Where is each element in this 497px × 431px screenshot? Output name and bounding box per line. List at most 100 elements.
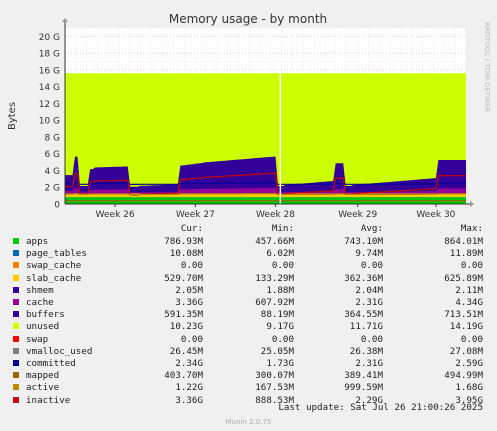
x-tick-label: Week 27 — [176, 210, 215, 220]
legend-min: 167.53M — [255, 382, 294, 394]
legend-row-buffers: buffers 591.35M 88.19M 364.55M 713.51M — [0, 309, 497, 321]
legend-swatch — [13, 323, 19, 330]
y-tick-label: 16 G — [39, 66, 60, 76]
legend-cur: 1.22G — [175, 382, 203, 394]
line-active — [65, 193, 466, 196]
y-tick-label: 20 G — [39, 33, 60, 43]
y-tick-label: 0 — [54, 201, 60, 211]
legend-header-avg: Avg: — [360, 223, 383, 234]
legend-max: 4.34G — [455, 297, 483, 308]
legend-header-max: Max: — [460, 223, 483, 234]
legend-cur: 10.08M — [169, 248, 203, 260]
legend-max: 0.00 — [460, 260, 483, 272]
legend-cur: 786.93M — [164, 236, 203, 247]
legend-cur: 26.45M — [169, 345, 203, 357]
legend-cur: 3.36G — [175, 394, 203, 406]
legend-avg: 9.74M — [355, 248, 383, 260]
legend-swatch — [13, 347, 19, 354]
legend-name: buffers — [26, 309, 65, 321]
legend-avg: 11.71G — [349, 321, 383, 333]
legend-cur: 0.00 — [180, 333, 203, 345]
legend-min: 300.07M — [255, 370, 294, 382]
y-tick-label: 8 G — [44, 133, 60, 143]
legend-swatch — [13, 299, 19, 305]
memory-chart: Memory usage - by month Bytes RRDTOOL / … — [7, 12, 491, 220]
legend-avg: 743.10M — [344, 236, 383, 247]
legend-avg: 2.04M — [355, 284, 383, 296]
legend-avg: 26.38M — [349, 345, 383, 357]
legend-max: 27.08M — [449, 345, 483, 357]
legend-swatch — [13, 396, 19, 403]
legend-avg: 0.00 — [360, 333, 383, 345]
legend-cur: 529.70M — [164, 272, 203, 284]
legend-row-page-tables: page_tables 10.08M 6.02M 9.74M 11.89M — [0, 248, 497, 260]
legend-max: 0.00 — [460, 333, 483, 345]
legend-cur: 3.36G — [175, 297, 203, 308]
legend-cur: 403.70M — [164, 370, 203, 382]
y-tick-label: 6 G — [44, 150, 60, 160]
legend-row-inactive: inactive 3.36G 888.53M 2.29G 3.95G — [0, 395, 497, 407]
x-tick-label: Week 29 — [338, 210, 377, 220]
area-unused — [65, 73, 466, 204]
legend-max: 1.68G — [455, 382, 483, 394]
legend-swatch — [13, 250, 19, 257]
legend-max: 625.89M — [444, 272, 483, 284]
legend-name: active — [26, 382, 60, 394]
x-tick-label: Week 30 — [416, 210, 455, 220]
legend-row-active: active 1.22G 167.53M 999.59M 1.68G — [0, 382, 497, 394]
y-tick-label: 4 G — [44, 167, 60, 177]
rrdtool-watermark: RRDTOOL / TOBI OETIKER — [483, 22, 491, 112]
legend-row-slab-cache: slab_cache 529.70M 133.29M 362.36M 625.89M — [0, 273, 497, 285]
legend-row-unused: unused 10.23G 9.17G 11.71G 14.19G — [0, 321, 497, 333]
legend-name: page_tables — [26, 248, 87, 260]
y-tick-label: 2 G — [44, 184, 60, 194]
legend-min: 25.05M — [260, 345, 294, 357]
legend-cur: 10.23G — [169, 321, 203, 333]
legend-header-min: Min: — [271, 223, 294, 234]
legend-min: 6.02M — [266, 248, 294, 260]
legend-row-mapped: mapped 403.70M 300.07M 389.41M 494.99M — [0, 370, 497, 382]
legend-name: swap — [26, 333, 49, 345]
legend-name: vmalloc_used — [26, 345, 93, 357]
legend-avg: 2.31G — [355, 297, 383, 308]
legend-min: 9.17G — [266, 321, 294, 333]
legend-max: 2.11M — [455, 284, 483, 296]
x-tick-label: Week 26 — [96, 210, 135, 220]
legend-name: cache — [26, 297, 54, 308]
y-tick-label: 18 G — [39, 50, 60, 60]
legend-swatch — [13, 238, 19, 244]
legend-max: 713.51M — [444, 309, 483, 321]
legend-name: mapped — [26, 370, 60, 382]
legend-avg: 362.36M — [344, 272, 383, 284]
chart-title: Memory usage - by month — [169, 12, 327, 26]
legend-max: 2.59G — [455, 358, 483, 369]
legend-header-cur: Cur: — [180, 223, 203, 234]
legend-min: 0.00 — [271, 260, 294, 272]
legend-max: 864.01M — [444, 236, 483, 247]
legend-avg: 999.59M — [344, 382, 383, 394]
legend-avg: 2.29G — [355, 394, 383, 406]
legend-swatch — [13, 384, 19, 391]
legend-row-vmalloc-used: vmalloc_used 26.45M 25.05M 26.38M 27.08M — [0, 346, 497, 358]
legend-min: 1.73G — [266, 358, 294, 369]
legend-max: 3.95G — [455, 394, 483, 406]
legend-min: 1.88M — [266, 284, 294, 296]
stacked-areas — [65, 73, 466, 204]
legend-row-swap: swap 0.00 0.00 0.00 0.00 — [0, 334, 497, 346]
y-tick-label: 12 G — [39, 100, 60, 110]
legend-max: 14.19G — [449, 321, 483, 333]
legend-avg: 0.00 — [360, 260, 383, 272]
legend-name: shmem — [26, 284, 54, 296]
legend-name: committed — [26, 358, 76, 369]
y-tick-label: 10 G — [39, 117, 60, 127]
legend-row-swap-cache: swap_cache 0.00 0.00 0.00 0.00 — [0, 260, 497, 272]
legend-min: 88.19M — [260, 309, 294, 321]
legend-header: Cur: Min: Avg: Max: — [0, 223, 497, 235]
legend-avg: 389.41M — [344, 370, 383, 382]
legend-avg: 364.55M — [344, 309, 383, 321]
legend-min: 607.92M — [255, 297, 294, 308]
legend-cur: 2.34G — [175, 358, 203, 369]
y-axis-arrow — [62, 18, 68, 22]
y-tick-label: 14 G — [39, 83, 60, 93]
legend-swatch — [13, 360, 19, 366]
